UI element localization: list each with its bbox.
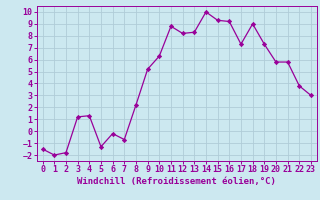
X-axis label: Windchill (Refroidissement éolien,°C): Windchill (Refroidissement éolien,°C) bbox=[77, 177, 276, 186]
